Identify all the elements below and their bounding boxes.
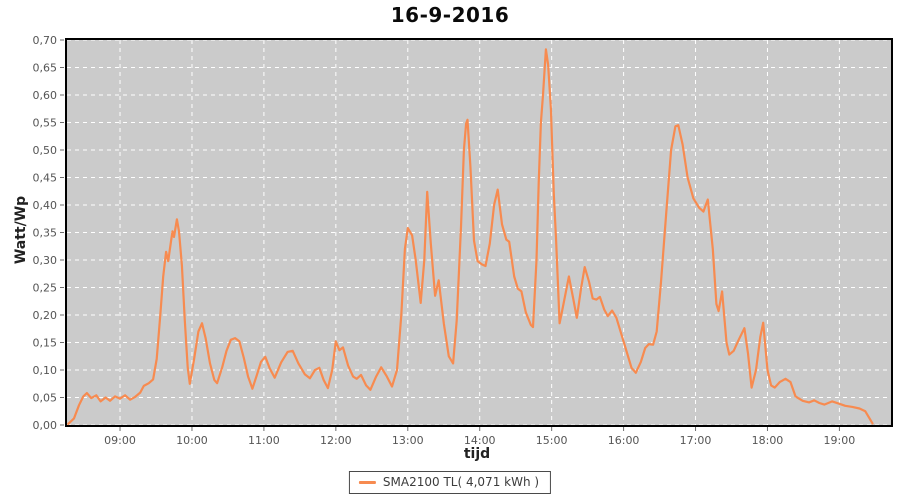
y-tick-label: 0,15	[33, 337, 58, 350]
x-tick-label: 16:00	[608, 434, 640, 447]
x-tick-label: 11:00	[248, 434, 280, 447]
y-tick-label: 0,55	[33, 117, 58, 130]
y-tick-label: 0,60	[33, 89, 58, 102]
x-tick-label: 10:00	[176, 434, 208, 447]
legend: SMA2100 TL( 4,071 kWh )	[348, 471, 552, 494]
x-tick-label: 19:00	[824, 434, 856, 447]
x-tick-label: 12:00	[320, 434, 352, 447]
series-line-sma2100	[67, 48, 874, 425]
y-axis-title: Watt/Wp	[13, 195, 29, 265]
x-tick-label: 09:00	[104, 434, 136, 447]
y-tick-label: 0,30	[33, 254, 58, 267]
y-tick-label: 0,70	[33, 34, 58, 47]
plot-border	[65, 38, 893, 427]
y-tick-label: 0,50	[33, 144, 58, 157]
y-tick-label: 0,05	[33, 392, 58, 405]
y-tick-label: 0,40	[33, 199, 58, 212]
x-tick-label: 15:00	[536, 434, 568, 447]
x-tick-label: 17:00	[680, 434, 712, 447]
x-tick-label: 18:00	[752, 434, 784, 447]
y-tick-label: 0,65	[33, 62, 58, 75]
y-tick-label: 0,10	[33, 364, 58, 377]
y-tick-label: 0,20	[33, 309, 58, 322]
y-tick-label: 0,25	[33, 282, 58, 295]
legend-line-swatch	[358, 480, 376, 484]
y-tick-label: 0,00	[33, 419, 58, 432]
legend-label: SMA2100 TL( 4,071 kWh )	[382, 475, 540, 489]
y-tick-label: 0,35	[33, 227, 58, 240]
y-tick-label: 0,45	[33, 172, 58, 185]
x-tick-label: 14:00	[464, 434, 496, 447]
chart-title: 16-9-2016	[390, 3, 510, 27]
x-axis-title: tijd	[463, 446, 491, 462]
x-tick-label: 13:00	[392, 434, 424, 447]
